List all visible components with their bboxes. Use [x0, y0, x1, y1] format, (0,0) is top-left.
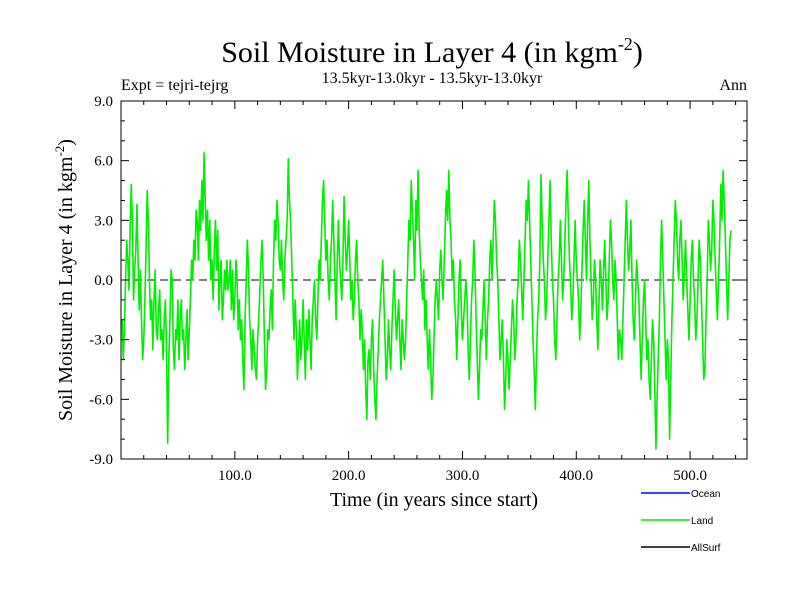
season-label: Ann	[719, 77, 747, 94]
x-tick-label: 400.0	[559, 468, 593, 484]
y-tick-label: 9.0	[94, 94, 113, 110]
x-tick-label: 100.0	[218, 468, 252, 484]
legend-label-land: Land	[691, 516, 713, 527]
y-tick-label: -6.0	[89, 392, 113, 408]
series-line-land	[121, 151, 732, 450]
legend-label-allsurf: AllSurf	[691, 543, 721, 554]
y-tick-label: 3.0	[94, 213, 113, 229]
y-tick-label: 6.0	[94, 154, 113, 170]
experiment-label: Expt = tejri-tejrg	[121, 77, 228, 94]
legend-label-ocean: Ocean	[691, 489, 720, 500]
x-tick-label: 500.0	[673, 468, 707, 484]
y-tick-label: 0.0	[94, 273, 113, 289]
x-tick-label: 300.0	[446, 468, 480, 484]
y-axis-label: Soil Moisture in Layer 4 (in kgm-2)	[52, 139, 77, 421]
chart-title: Soil Moisture in Layer 4 (in kgm-2)	[221, 34, 643, 69]
y-tick-label: -3.0	[89, 333, 113, 349]
x-tick-label: 200.0	[332, 468, 366, 484]
y-tick-label: -9.0	[89, 452, 113, 468]
x-axis-label: Time (in years since start)	[330, 489, 538, 511]
chart-subtitle: 13.5kyr-13.0kyr - 13.5kyr-13.0kyr	[322, 70, 543, 87]
